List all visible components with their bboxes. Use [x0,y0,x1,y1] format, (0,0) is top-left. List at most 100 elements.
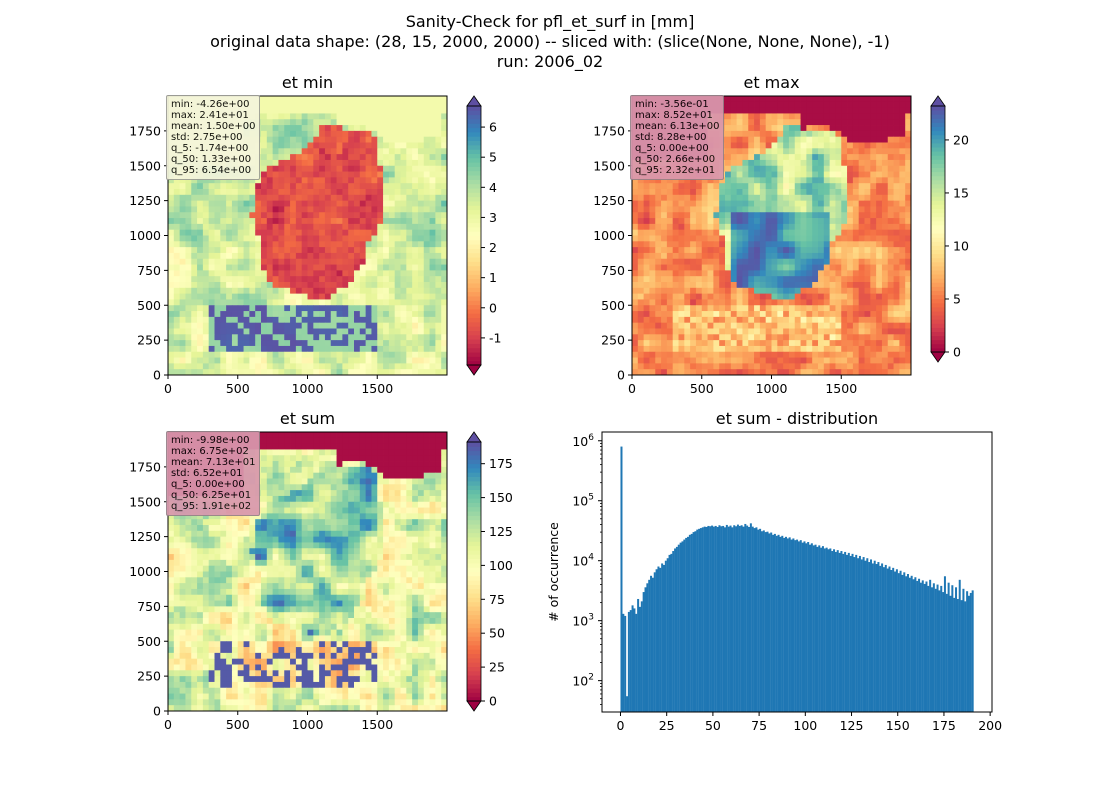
heatmap-cell [266,165,274,172]
heatmap-cell [719,235,726,242]
heatmap-cell [202,357,210,364]
heatmap-cell [394,345,401,353]
heatmap-cell [377,322,384,329]
heatmap-cell [202,200,210,207]
heatmap-cell [237,223,244,231]
heatmap-cell [261,443,268,450]
heatmap-cell [313,177,320,184]
heatmap-cell [365,252,372,260]
heatmap-cell [742,316,749,324]
heatmap-cell [394,351,401,358]
heatmap-cell [168,183,175,190]
heatmap-cell [783,125,790,132]
heatmap-cell [342,183,349,190]
heatmap-cell [354,177,361,184]
heatmap-cell [371,223,378,231]
heatmap-cell [191,270,198,277]
heatmap-cell [185,316,192,324]
heatmap-cell [632,282,639,289]
heatmap-cell [835,148,842,155]
heatmap-cell [249,229,256,236]
colorbar-segment [467,226,481,232]
heatmap-cell [301,334,308,341]
heatmap-cell [835,363,842,370]
heatmap-cell [777,363,784,370]
heatmap-cell [666,258,674,265]
heatmap-cell [707,357,714,364]
heatmap-cell [168,235,175,242]
heatmap-cell [777,241,784,248]
heatmap-cell [847,235,854,242]
heatmap-cell [307,223,314,231]
heatmap-cell [806,293,813,300]
heatmap-cell [412,206,419,213]
heatmap-cell [278,107,285,114]
heatmap-cell [678,183,685,190]
heatmap-cell [429,340,436,347]
heatmap-cell [823,154,831,161]
heatmap-cell [185,264,192,271]
heatmap-cell [847,270,854,277]
heatmap-cell [261,107,268,114]
heatmap-cell [759,328,767,335]
heatmap-cell [707,223,714,231]
heatmap-cell [278,357,285,364]
heatmap-cell [783,212,790,219]
heatmap-cell [266,183,274,190]
heatmap-cell [313,432,320,439]
heatmap-cell [214,177,221,184]
heatmap-cell [754,113,761,120]
heatmap-cell [881,299,889,306]
heatmap-cell [666,206,674,213]
heatmap-cell [313,311,320,318]
heatmap-cell [377,311,384,318]
heatmap-cell [759,189,767,196]
heatmap-cell [759,340,767,347]
heatmap-cell [719,345,726,353]
heatmap-cell [870,130,877,138]
heatmap-cell [359,177,367,184]
heatmap-cell [748,119,755,126]
heatmap-cell [400,432,407,439]
heatmap-cell [672,287,679,295]
heatmap-cell [759,148,767,155]
heatmap-cell [301,159,308,167]
heatmap-cell [365,200,372,207]
heatmap-cell [725,96,732,103]
heatmap-cell [806,276,813,283]
heatmap-cell [435,241,442,248]
heatmap-cell [748,189,755,196]
heatmap-cell [249,311,256,318]
heatmap-cell [336,177,343,184]
heatmap-cell [371,130,378,138]
heatmap-cell [290,311,297,318]
heatmap-cell [812,165,819,172]
heatmap-cell [272,212,279,219]
heatmap-cell [354,328,361,335]
heatmap-cell [313,340,320,347]
heatmap-cell [185,334,192,341]
heatmap-cell [388,194,396,202]
heatmap-cell [655,369,662,376]
heatmap-cell [290,282,297,289]
heatmap-cell [394,154,401,161]
heatmap-cell [812,229,819,236]
heatmap-cell [719,316,726,324]
heatmap-cell [330,101,337,109]
heatmap-cell [342,328,349,335]
heatmap-cell [800,125,807,132]
heatmap-cell [695,369,703,376]
heatmap-cell [179,247,186,254]
heatmap-cell [324,305,332,312]
heatmap-cell [243,264,250,271]
heatmap-cell [783,328,790,335]
colorbar-segment [931,253,945,259]
heatmap-cell [788,183,796,190]
heatmap-cell [272,351,279,358]
heatmap-cell [835,357,842,364]
heatmap-cell [266,334,274,341]
colorbar-segment [467,287,481,293]
heatmap-cell [348,299,355,306]
heatmap-cell [278,345,285,353]
